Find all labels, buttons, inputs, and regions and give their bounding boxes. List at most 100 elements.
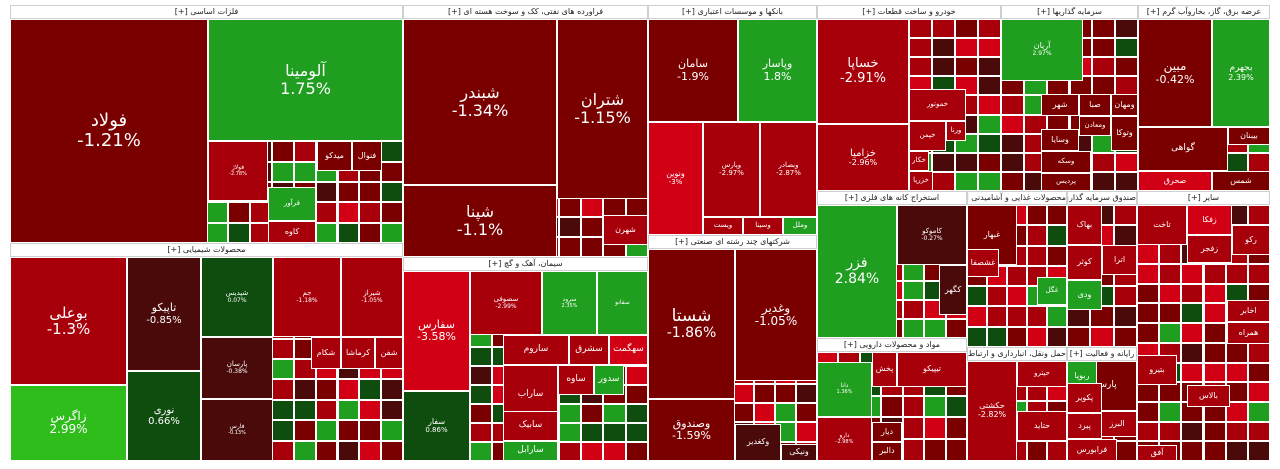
- stock-cell[interactable]: کگهر: [939, 265, 967, 315]
- minor-stock-tile[interactable]: [625, 442, 648, 461]
- stock-cell[interactable]: آلومینا 1.75%: [208, 19, 403, 141]
- minor-stock-tile[interactable]: [1007, 265, 1027, 287]
- minor-stock-tile[interactable]: [1001, 133, 1024, 153]
- minor-stock-tile[interactable]: [315, 440, 338, 461]
- minor-stock-tile[interactable]: [1137, 382, 1160, 402]
- minor-stock-tile[interactable]: [1203, 303, 1226, 324]
- stock-cell[interactable]: سامان -1.9%: [648, 19, 738, 122]
- minor-stock-tile[interactable]: [1247, 362, 1270, 383]
- minor-stock-tile[interactable]: [581, 237, 604, 257]
- minor-stock-tile[interactable]: [987, 326, 1007, 347]
- minor-stock-tile[interactable]: [978, 38, 1001, 58]
- minor-stock-tile[interactable]: [1203, 323, 1226, 343]
- minor-stock-tile[interactable]: [581, 404, 604, 423]
- minor-stock-tile[interactable]: [1027, 245, 1047, 266]
- stock-cell[interactable]: کاموکو -0.27%: [897, 205, 967, 265]
- stock-cell[interactable]: وصندوق -1.59%: [648, 399, 735, 461]
- minor-stock-tile[interactable]: [581, 423, 604, 442]
- minor-stock-tile[interactable]: [1047, 441, 1067, 461]
- minor-stock-tile[interactable]: [924, 319, 946, 338]
- stock-cell[interactable]: آفق: [1137, 445, 1177, 461]
- minor-stock-tile[interactable]: [1203, 421, 1226, 442]
- stock-cell[interactable]: میدکو: [317, 141, 352, 171]
- minor-stock-tile[interactable]: [558, 442, 582, 461]
- stock-cell[interactable]: وسایا: [1041, 129, 1079, 151]
- minor-stock-tile[interactable]: [1137, 421, 1160, 442]
- stock-cell[interactable]: سصوفی -2.99%: [470, 271, 542, 335]
- stock-cell[interactable]: ساروم: [503, 335, 569, 365]
- stock-cell[interactable]: ویست: [703, 217, 743, 235]
- minor-stock-tile[interactable]: [932, 19, 955, 39]
- minor-stock-tile[interactable]: [1181, 303, 1204, 324]
- stock-cell[interactable]: پیرد: [1067, 413, 1102, 439]
- minor-stock-tile[interactable]: [1027, 205, 1047, 226]
- stock-cell[interactable]: نوری 0.66%: [127, 371, 201, 461]
- minor-stock-tile[interactable]: [1137, 401, 1160, 422]
- stock-cell[interactable]: شفن: [375, 337, 403, 369]
- minor-stock-tile[interactable]: [945, 319, 967, 338]
- minor-stock-tile[interactable]: [337, 202, 360, 223]
- minor-stock-tile[interactable]: [228, 202, 251, 223]
- stock-cell[interactable]: تاپیکو -0.85%: [127, 257, 201, 371]
- minor-stock-tile[interactable]: [1023, 114, 1047, 134]
- stock-cell[interactable]: صحرق: [1138, 171, 1212, 191]
- minor-stock-tile[interactable]: [1047, 225, 1067, 246]
- minor-stock-tile[interactable]: [1226, 152, 1248, 172]
- sector-header[interactable]: استخراج کانه های فلزی [+]: [817, 191, 967, 205]
- minor-stock-tile[interactable]: [315, 181, 338, 203]
- minor-stock-tile[interactable]: [1047, 326, 1067, 347]
- minor-stock-tile[interactable]: [978, 76, 1001, 96]
- minor-stock-tile[interactable]: [1181, 283, 1204, 304]
- minor-stock-tile[interactable]: [359, 420, 382, 441]
- minor-stock-tile[interactable]: [902, 417, 925, 440]
- stock-cell[interactable]: سفار 0.86%: [403, 391, 470, 461]
- stock-cell[interactable]: خزامیا -2.96%: [817, 124, 909, 191]
- minor-stock-tile[interactable]: [1247, 421, 1270, 442]
- minor-stock-tile[interactable]: [381, 181, 403, 203]
- minor-stock-tile[interactable]: [902, 395, 925, 418]
- minor-stock-tile[interactable]: [381, 440, 403, 461]
- minor-stock-tile[interactable]: [1007, 306, 1027, 327]
- minor-stock-tile[interactable]: [1137, 283, 1160, 304]
- minor-stock-tile[interactable]: [469, 442, 493, 461]
- minor-stock-tile[interactable]: [1090, 326, 1114, 347]
- minor-stock-tile[interactable]: [955, 19, 978, 39]
- stock-cell[interactable]: شیراز -1.05%: [341, 257, 403, 337]
- stock-cell[interactable]: کاوه: [268, 221, 316, 243]
- minor-stock-tile[interactable]: [1247, 205, 1270, 225]
- sector-header[interactable]: سرمایه گذاریها [+]: [1001, 5, 1138, 19]
- stock-cell[interactable]: وبصادر -2.87%: [760, 122, 817, 217]
- sector-header[interactable]: حمل ونقل، انبارداری و ارتباط [+]: [967, 347, 1067, 361]
- stock-cell[interactable]: پردیس: [1041, 173, 1091, 191]
- minor-stock-tile[interactable]: [1159, 303, 1182, 324]
- stock-cell[interactable]: وپاسار 1.8%: [738, 19, 817, 122]
- minor-stock-tile[interactable]: [732, 403, 754, 423]
- minor-stock-tile[interactable]: [625, 404, 648, 423]
- stock-cell[interactable]: فرابورس: [1067, 439, 1117, 461]
- minor-stock-tile[interactable]: [1203, 441, 1226, 461]
- minor-stock-tile[interactable]: [293, 399, 316, 421]
- minor-stock-tile[interactable]: [1115, 152, 1138, 172]
- stock-cell[interactable]: صبا: [1079, 94, 1111, 116]
- stock-cell[interactable]: ونوین -3%: [648, 122, 703, 235]
- minor-stock-tile[interactable]: [315, 379, 338, 400]
- minor-stock-tile[interactable]: [1203, 362, 1226, 383]
- minor-stock-tile[interactable]: [272, 161, 294, 182]
- minor-stock-tile[interactable]: [315, 202, 338, 223]
- minor-stock-tile[interactable]: [1115, 38, 1138, 58]
- minor-stock-tile[interactable]: [272, 379, 294, 400]
- stock-cell[interactable]: ومهان: [1111, 94, 1138, 116]
- minor-stock-tile[interactable]: [558, 217, 582, 238]
- minor-stock-tile[interactable]: [359, 202, 382, 223]
- stock-cell[interactable]: بالاس: [1187, 385, 1230, 407]
- minor-stock-tile[interactable]: [1092, 76, 1116, 96]
- minor-stock-tile[interactable]: [381, 202, 403, 223]
- minor-stock-tile[interactable]: [924, 417, 946, 440]
- minor-stock-tile[interactable]: [469, 404, 493, 423]
- minor-stock-tile[interactable]: [359, 440, 382, 461]
- minor-stock-tile[interactable]: [206, 202, 229, 223]
- minor-stock-tile[interactable]: [1181, 421, 1204, 442]
- stock-cell[interactable]: وسکه: [1041, 151, 1091, 173]
- stock-cell[interactable]: آریان 2.97%: [1001, 19, 1083, 81]
- stock-cell[interactable]: شتران -1.15%: [557, 19, 648, 199]
